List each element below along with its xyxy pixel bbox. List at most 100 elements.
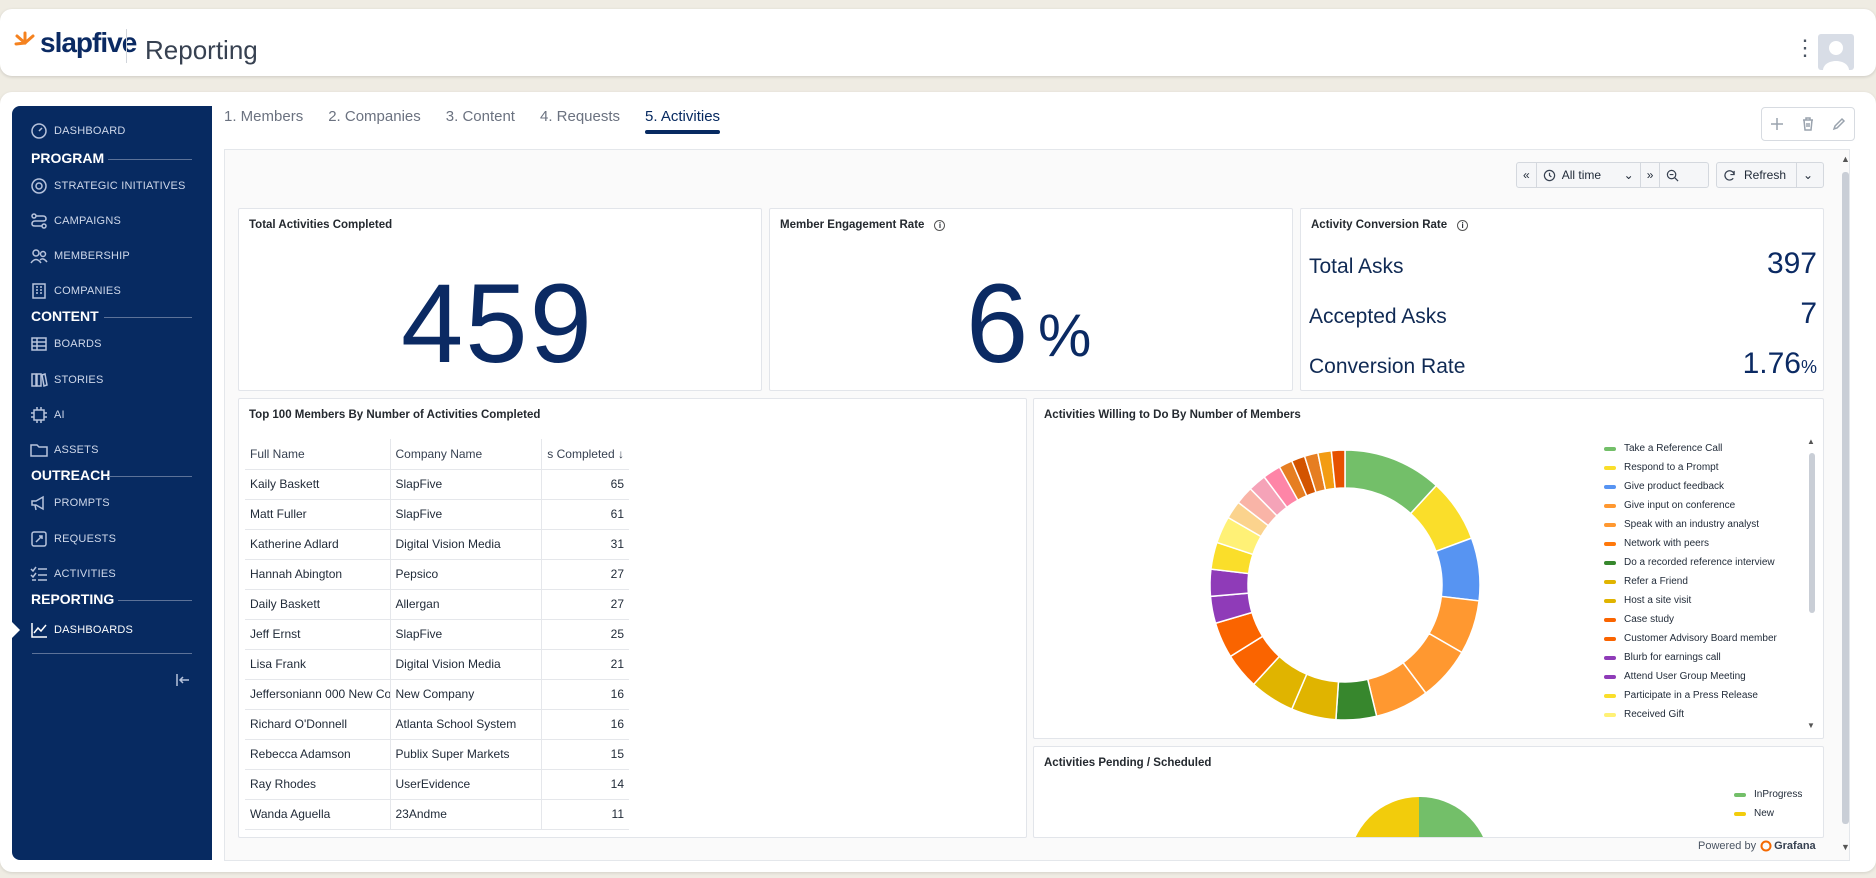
legend-item[interactable]: Do a recorded reference interview <box>1604 553 1777 572</box>
legend-item[interactable]: Give input on conference <box>1604 496 1777 515</box>
sidebar-item-campaigns[interactable]: CAMPAIGNS <box>30 211 121 231</box>
sidebar-divider <box>32 653 192 654</box>
sidebar-item-prompts[interactable]: PROMPTS <box>30 493 110 513</box>
cell-full-name: Rebecca Adamson <box>245 739 391 770</box>
donut-segment[interactable] <box>1330 449 1346 490</box>
refresh-label: Refresh <box>1744 168 1787 182</box>
legend-item[interactable]: Refer a Friend <box>1604 572 1777 591</box>
column-header-label: s Completed <box>547 446 615 461</box>
legend-item[interactable]: Respond to a Prompt <box>1604 458 1777 477</box>
trash-icon[interactable] <box>1800 116 1816 132</box>
clock-icon <box>1543 169 1555 181</box>
folder-icon <box>30 444 48 457</box>
tab-content[interactable]: 3. Content <box>445 108 515 125</box>
dashboard-scroll-down-icon[interactable]: ▼ <box>1841 842 1850 852</box>
time-range-picker[interactable]: All time ⌄ <box>1537 163 1641 187</box>
legend-item[interactable]: Network with peers <box>1604 534 1777 553</box>
tab-requests[interactable]: 4. Requests <box>539 108 621 125</box>
legend-item[interactable]: Host a site visit <box>1604 591 1777 610</box>
collapse-sidebar-icon[interactable] <box>175 672 191 688</box>
section-divider <box>108 476 192 477</box>
sidebar-item-dashboard[interactable]: DASHBOARD <box>30 121 125 141</box>
tab-members[interactable]: 1. Members <box>224 108 304 125</box>
add-icon[interactable] <box>1769 116 1785 132</box>
donut-legend: Take a Reference Call Respond to a Prompt… <box>1604 439 1777 724</box>
info-icon[interactable]: i <box>934 219 946 231</box>
legend-item[interactable]: New <box>1734 804 1802 823</box>
kebab-menu-icon[interactable]: ⋮ <box>1794 35 1816 60</box>
user-silhouette-icon <box>1823 41 1849 70</box>
legend-swatch <box>1604 503 1616 508</box>
activities-willing-card: Activities Willing to Do By Number of Me… <box>1033 398 1824 739</box>
tab-companies[interactable]: 2. Companies <box>328 108 421 125</box>
header-divider <box>126 29 127 63</box>
conversion-row-accepted-asks: Accepted Asks 7 <box>1309 297 1817 331</box>
sidebar-item-ai[interactable]: AI <box>30 405 65 425</box>
table-row: Daily Baskett Allergan 27 <box>245 589 629 620</box>
legend-item[interactable]: Blurb for earnings call <box>1604 648 1777 667</box>
sidebar-item-activities[interactable]: ACTIVITIES <box>30 564 116 584</box>
sidebar: DASHBOARD PROGRAM STRATEGIC INITIATIVES … <box>12 106 212 860</box>
legend-item[interactable]: Give product feedback <box>1604 477 1777 496</box>
dashboard-scrollbar[interactable] <box>1842 172 1849 824</box>
refresh-interval-dropdown[interactable]: ⌄ <box>1797 163 1819 187</box>
book-icon <box>31 373 48 387</box>
table-row: Hannah Abington Pepsico 27 <box>245 559 629 590</box>
avatar[interactable] <box>1818 34 1854 70</box>
dashboard-scroll-up-icon[interactable]: ▲ <box>1841 154 1850 164</box>
scroll-up-icon[interactable]: ▲ <box>1807 437 1815 446</box>
refresh-button[interactable]: Refresh <box>1717 163 1797 187</box>
sidebar-item-boards[interactable]: BOARDS <box>30 334 102 354</box>
column-header-company-name[interactable]: Company Name <box>390 439 542 470</box>
powered-by-grafana: Powered by Grafana <box>1698 840 1816 852</box>
legend-scrollbar[interactable] <box>1809 453 1815 613</box>
legend-item[interactable]: Attend User Group Meeting <box>1604 667 1777 686</box>
cell-completed: 27 <box>541 559 629 590</box>
time-controls: « All time ⌄ » <box>1516 162 1709 188</box>
legend-swatch <box>1604 579 1616 584</box>
tab-activities[interactable]: 5. Activities <box>645 108 721 136</box>
legend-item[interactable]: Speak with an industry analyst <box>1604 515 1777 534</box>
pending-pie-chart <box>1355 797 1483 837</box>
table-row: Rebecca Adamson Publix Super Markets 15 <box>245 739 629 770</box>
column-header-full-name[interactable]: Full Name <box>245 439 391 470</box>
legend-label: Customer Advisory Board member <box>1624 633 1777 644</box>
sidebar-item-dashboards[interactable]: DASHBOARDS <box>30 620 133 640</box>
cell-completed: 16 <box>541 709 629 740</box>
top-bar: slapfive Reporting ⋮ <box>0 9 1876 76</box>
slapfive-logo[interactable]: slapfive <box>14 26 137 60</box>
sidebar-section-outreach: OUTREACH <box>31 467 111 483</box>
cell-company-name: SlapFive <box>390 469 542 500</box>
legend-item[interactable]: Participate in a Press Release <box>1604 686 1777 705</box>
sidebar-item-strategic-initiatives[interactable]: STRATEGIC INITIATIVES <box>30 176 186 196</box>
page-title: Reporting <box>145 35 258 65</box>
sidebar-item-stories[interactable]: STORIES <box>30 370 104 390</box>
sidebar-item-companies[interactable]: COMPANIES <box>30 281 121 301</box>
legend-item[interactable]: Case study <box>1604 610 1777 629</box>
cell-full-name: Kaily Baskett <box>245 469 391 500</box>
scroll-down-icon[interactable]: ▼ <box>1807 721 1815 730</box>
info-icon[interactable]: i <box>1457 219 1469 231</box>
cell-completed: 27 <box>541 589 629 620</box>
legend-item[interactable]: Customer Advisory Board member <box>1604 629 1777 648</box>
sidebar-item-assets[interactable]: ASSETS <box>30 440 99 460</box>
sidebar-section-program: PROGRAM <box>31 150 105 166</box>
legend-item[interactable]: Received Gift <box>1604 705 1777 724</box>
time-back-button[interactable]: « <box>1517 163 1537 187</box>
sidebar-item-requests[interactable]: REQUESTS <box>30 529 116 549</box>
pencil-icon[interactable] <box>1831 116 1847 132</box>
table-row: Jeffersoniann 000 New Co New Company 16 <box>245 679 629 710</box>
total-activities-card: Total Activities Completed 459 <box>238 208 762 391</box>
time-forward-button[interactable]: » <box>1641 163 1661 187</box>
sidebar-item-membership[interactable]: MEMBERSHIP <box>30 246 130 266</box>
sidebar-item-label: REQUESTS <box>54 533 117 545</box>
conversion-label: Total Asks <box>1309 255 1404 278</box>
legend-item[interactable]: InProgress <box>1734 785 1802 804</box>
column-header-completed[interactable]: s Completed ↓ <box>541 439 629 470</box>
legend-label: Do a recorded reference interview <box>1624 557 1775 568</box>
legend-item[interactable]: Take a Reference Call <box>1604 439 1777 458</box>
cell-company-name: SlapFive <box>390 619 542 650</box>
legend-swatch <box>1734 811 1746 816</box>
zoom-out-button[interactable] <box>1660 163 1685 187</box>
card-title: Member Engagement Rate i <box>780 219 946 231</box>
